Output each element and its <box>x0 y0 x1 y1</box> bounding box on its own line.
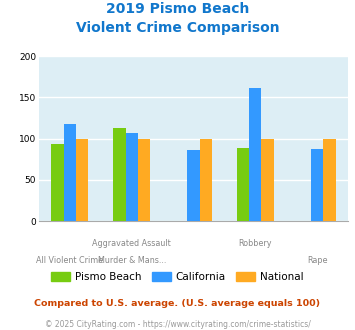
Text: Murder & Mans...: Murder & Mans... <box>98 256 166 265</box>
Text: Robbery: Robbery <box>239 239 272 248</box>
Bar <box>126 133 138 221</box>
Legend: Pismo Beach, California, National: Pismo Beach, California, National <box>47 268 308 286</box>
Bar <box>113 128 126 221</box>
Bar <box>261 139 274 221</box>
Bar <box>200 139 212 221</box>
Bar <box>237 148 249 221</box>
Bar <box>249 88 261 221</box>
Bar <box>76 139 88 221</box>
Text: Rape: Rape <box>307 256 327 265</box>
Text: Aggravated Assault: Aggravated Assault <box>92 239 171 248</box>
Bar <box>51 144 64 221</box>
Bar <box>187 150 200 221</box>
Text: All Violent Crime: All Violent Crime <box>36 256 104 265</box>
Bar <box>138 139 150 221</box>
Bar <box>311 149 323 221</box>
Text: © 2025 CityRating.com - https://www.cityrating.com/crime-statistics/: © 2025 CityRating.com - https://www.city… <box>45 320 310 329</box>
Text: Compared to U.S. average. (U.S. average equals 100): Compared to U.S. average. (U.S. average … <box>34 299 321 308</box>
Text: 2019 Pismo Beach: 2019 Pismo Beach <box>106 2 249 16</box>
Bar <box>323 139 335 221</box>
Text: Violent Crime Comparison: Violent Crime Comparison <box>76 21 279 35</box>
Bar <box>64 124 76 221</box>
